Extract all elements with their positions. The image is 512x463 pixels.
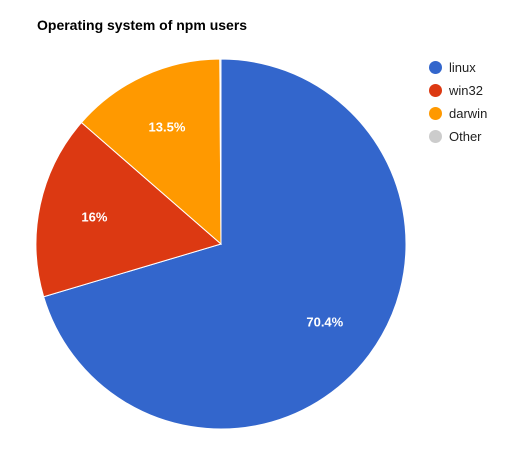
legend: linux win32 darwin Other (429, 60, 487, 152)
pie-slice-darwin[interactable] (80, 58, 222, 246)
slice-label-win32: 16% (81, 210, 107, 225)
chart-title: Operating system of npm users (37, 17, 248, 33)
legend-label-linux: linux (449, 59, 476, 75)
legend-label-win32: win32 (449, 82, 483, 98)
legend-swatch-other (429, 129, 442, 143)
legend-item-linux[interactable]: linux (429, 59, 487, 75)
pie-slice-other[interactable] (219, 58, 222, 245)
legend-label-darwin: darwin (449, 105, 488, 121)
pie-slice-labels: 70.4% 16% 13.5% (81, 119, 343, 329)
pie-slice-linux[interactable] (43, 58, 407, 430)
legend-item-darwin[interactable]: darwin (429, 105, 488, 121)
legend-swatch-darwin (429, 106, 442, 120)
legend-label-other: Other (449, 128, 482, 144)
legend-item-other[interactable]: Other (429, 128, 487, 144)
legend-swatch-win32 (429, 83, 442, 97)
legend-swatch-linux (429, 60, 442, 74)
pie-slices (35, 58, 407, 430)
pie-slice-win32[interactable] (35, 121, 223, 298)
legend-item-win32[interactable]: win32 (429, 82, 487, 98)
slice-label-linux: 70.4% (306, 314, 343, 329)
slice-label-darwin: 13.5% (149, 119, 186, 134)
